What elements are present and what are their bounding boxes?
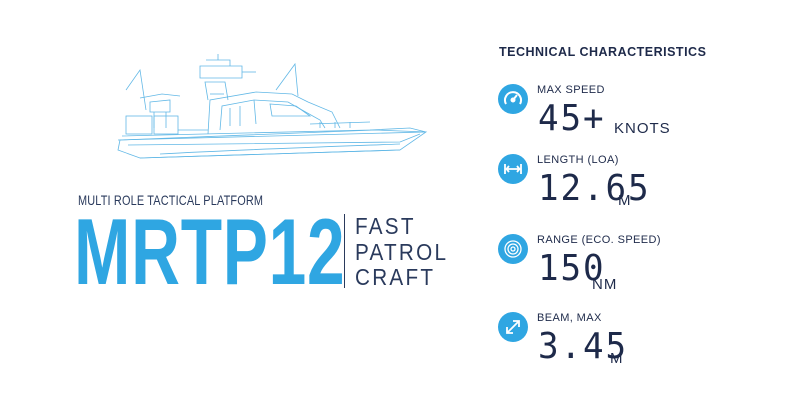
role-line-3: CRAFT bbox=[355, 264, 436, 290]
craft-role: FAST PATROL CRAFT bbox=[355, 213, 449, 291]
spec-value: 12.65 bbox=[538, 168, 651, 209]
spec-label: RANGE (ECO. SPEED) bbox=[537, 234, 661, 246]
patrol-boat-illustration bbox=[117, 54, 428, 159]
spec-value: 45+ bbox=[538, 98, 606, 139]
role-line-1: FAST bbox=[355, 213, 416, 239]
spec-unit: M bbox=[618, 192, 632, 209]
spec-unit: KNOTS bbox=[614, 120, 671, 137]
subtitle: MULTI ROLE TACTICAL PLATFORM bbox=[78, 192, 264, 208]
divider bbox=[344, 214, 345, 288]
diagonal-arrows-icon bbox=[498, 312, 528, 342]
specs-title: TECHNICAL CHARACTERISTICS bbox=[499, 45, 707, 59]
spec-unit: NM bbox=[592, 276, 618, 293]
model-name: MRTP12 bbox=[74, 199, 346, 304]
spec-label: LENGTH (LOA) bbox=[537, 154, 619, 166]
spec-value: 3.45 bbox=[538, 326, 628, 367]
role-line-2: PATROL bbox=[355, 238, 449, 265]
spec-value: 150 bbox=[538, 248, 606, 289]
horizontal-arrows-icon bbox=[498, 154, 528, 184]
spec-label: BEAM, MAX bbox=[537, 312, 602, 324]
spec-label: MAX SPEED bbox=[537, 84, 605, 96]
speedometer-icon bbox=[498, 84, 528, 114]
spec-unit: M bbox=[610, 350, 624, 367]
radar-icon bbox=[498, 234, 528, 264]
